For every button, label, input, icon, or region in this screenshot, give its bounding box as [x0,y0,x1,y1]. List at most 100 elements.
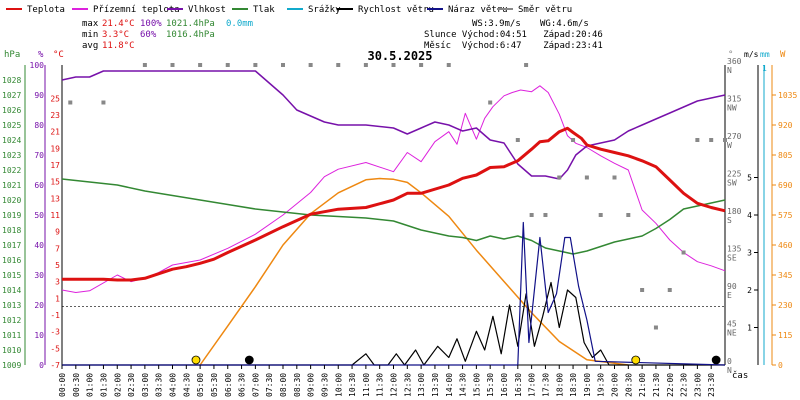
humidity-tick-label: 60 [34,181,44,190]
direction-tick-label: NW [727,104,737,113]
temperature-tick-label: 5 [55,261,60,270]
x-axis: 00:00 00:30 01:00 01:30 02:00 02:30 03:00 03:30… [58,365,716,397]
axes: hPa% °C ° m/s mm Wčas100910101011101210131014… [2,50,797,381]
legend-label: Přízemní teplota [93,5,180,15]
humidity-tick-label: 80 [34,121,44,130]
direction-marker [68,100,73,105]
temperature-tick-label: 9 [55,228,60,237]
x-tick-label: 15:00 [472,373,481,397]
humidity-tick-label: 100 [30,61,45,70]
direction-marker [253,63,258,67]
rain-tick-label: 1 [762,64,767,73]
direction-tick-label: SW [727,179,737,188]
x-tick-label: 19:30 [597,373,606,397]
temperature-tick-label: 23 [50,111,60,120]
stats-block: max 21.4°C 100% 1021.4hPa 0.0mm min 3.3°… [82,19,253,51]
x-tick-label: 10:00 [334,373,343,397]
rain-axis-header: mm [760,50,770,59]
temperature-tick-label: 7 [55,244,60,253]
x-tick-label: 07:30 [265,373,274,397]
x-tick-label: 17:30 [541,373,550,397]
stat-min-temp: 3.3°C [102,30,129,40]
direction-marker [626,213,631,217]
solar-tick-label: 230 [778,301,793,310]
humidity-tick-label: 50 [34,211,44,220]
humidity-axis-header: % [38,50,44,60]
pressure-tick-label: 1019 [2,211,21,220]
wind-tick-label: 2 [747,286,752,295]
stat-avg-label: avg [82,41,98,51]
legend-label: Teplota [27,5,65,15]
direction-tick-label: 270 [727,132,742,141]
x-tick-label: 16:00 [500,373,509,397]
temperature-tick-label: 11 [50,211,60,220]
legend: Teplota Přízemní teplota Vlhkost Tlak Srážky… [6,5,572,15]
direction-tick-label: 225 [727,170,742,179]
direction-marker [170,63,175,67]
temperature-axis-header: °C [53,50,64,60]
x-tick-label: 21:00 [638,373,647,397]
solar-tick-label: 575 [778,211,793,220]
direction-tick-label: 90 [727,282,737,291]
x-tick-label: 04:30 [182,373,191,397]
x-tick-label: 13:30 [431,373,440,397]
series-line-wind [62,221,726,366]
pressure-tick-label: 1014 [2,286,21,295]
temperature-tick-label: -7 [50,361,60,370]
temperature-tick-label: 3 [55,278,60,287]
solar-tick-label: 0 [778,361,783,370]
direction-marker [225,63,230,67]
time-axis-header: čas [732,370,748,381]
stat-min-label: min [82,30,98,40]
direction-marker [667,288,672,292]
direction-tick-label: 180 [727,207,742,216]
direction-marker [584,175,589,180]
sunrise-marker [191,355,201,365]
x-tick-label: 05:00 [196,373,205,397]
pressure-tick-label: 1026 [2,106,21,115]
x-tick-label: 14:30 [459,373,468,397]
x-tick-label: 06:00 [224,373,233,397]
direction-marker [101,100,106,105]
pressure-tick-label: 1020 [2,196,21,205]
wind-axis-header: m/s [744,50,759,59]
series-line-wind [62,281,725,366]
direction-tick-label: 0 [727,357,732,366]
legend-label: Náraz větru [448,5,508,15]
pressure-tick-label: 1012 [2,316,21,325]
direction-axis-header: ° [728,50,733,60]
direction-marker [681,250,686,255]
x-tick-label: 11:30 [376,373,385,397]
direction-marker [336,63,341,67]
solar-tick-label: 920 [778,121,793,130]
temperature-tick-label: 13 [50,194,60,203]
direction-tick-label: N [727,366,732,375]
stat-max-hum: 100% [140,19,162,29]
x-tick-label: 19:00 [583,373,592,397]
direction-marker [419,63,424,67]
wind-ws: WS:3.9m/s [472,19,521,29]
direction-marker [142,63,147,67]
direction-marker [363,63,368,67]
direction-marker [653,325,658,330]
stat-min-press: 1016.4hPa [166,30,215,40]
direction-tick-label: 45 [727,320,737,329]
temperature-tick-label: 1 [55,294,60,303]
x-tick-label: 09:00 [307,373,316,397]
series-line-temperature [62,126,726,282]
x-tick-label: 08:00 [279,373,288,397]
pressure-tick-label: 1017 [2,241,21,250]
direction-marker [709,138,714,142]
direction-marker [557,175,562,180]
pressure-tick-label: 1025 [2,121,21,130]
direction-tick-label: E [727,291,732,300]
x-tick-label: 05:30 [210,373,219,397]
humidity-tick-label: 30 [34,271,44,280]
direction-marker [524,63,529,67]
stat-min-hum: 60% [140,30,157,40]
x-tick-label: 12:00 [390,373,399,397]
sunset-marker [631,355,641,365]
direction-marker [488,100,493,105]
x-tick-label: 02:30 [127,373,136,397]
series-line-pressure [61,178,726,255]
